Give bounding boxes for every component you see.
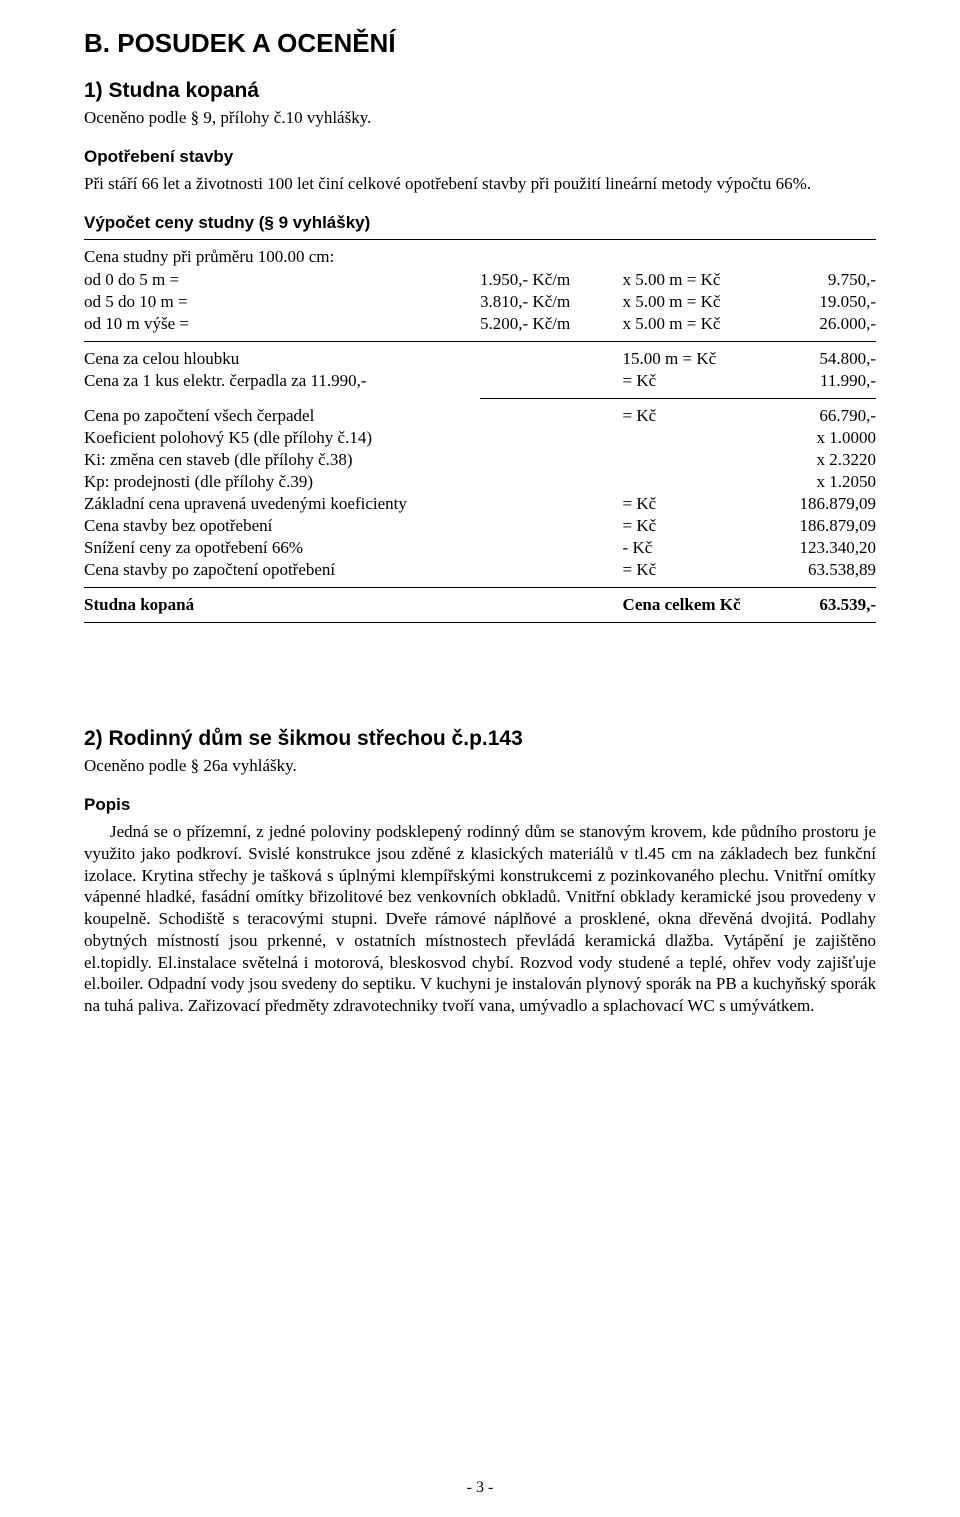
cell: od 5 do 10 m =	[84, 291, 480, 313]
cell: 26.000,-	[749, 313, 876, 335]
cell: Ki: změna cen staveb (dle přílohy č.38)	[84, 449, 480, 471]
cell: - Kč	[623, 537, 750, 559]
cell: 9.750,-	[749, 269, 876, 291]
table-row: Koeficient polohový K5 (dle přílohy č.14…	[84, 427, 876, 449]
cell	[480, 370, 623, 392]
table-row: od 10 m výše =5.200,- Kč/mx 5.00 m = Kč2…	[84, 313, 876, 335]
cell: x 5.00 m = Kč	[623, 313, 750, 335]
cell: 63.538,89	[749, 559, 876, 581]
cell	[480, 493, 623, 515]
item2-popis-text: Jedná se o přízemní, z jedné poloviny po…	[84, 821, 876, 1017]
cell: 186.879,09	[749, 515, 876, 537]
cell: 3.810,- Kč/m	[480, 291, 623, 313]
cell: 15.00 m = Kč	[623, 348, 750, 370]
cell: Cena po započtení všech čerpadel	[84, 405, 480, 427]
cell: Cena stavby po započtení opotřebení	[84, 559, 480, 581]
table-row: Snížení ceny za opotřebení 66% - Kč123.34…	[84, 537, 876, 559]
divider	[84, 622, 876, 623]
cell: x 5.00 m = Kč	[623, 291, 750, 313]
cell	[623, 427, 750, 449]
cell: x 5.00 m = Kč	[623, 269, 750, 291]
calc-table-a: od 0 do 5 m =1.950,- Kč/mx 5.00 m = Kč9.…	[84, 269, 876, 335]
table-row: Cena za celou hloubku 15.00 m = Kč54.800,…	[84, 348, 876, 370]
total-label: Studna kopaná	[84, 594, 480, 616]
table-row: od 5 do 10 m =3.810,- Kč/mx 5.00 m = Kč1…	[84, 291, 876, 313]
cell: od 0 do 5 m =	[84, 269, 480, 291]
cell: Základní cena upravená uvedenými koefici…	[84, 493, 480, 515]
divider	[84, 587, 876, 588]
cell	[480, 405, 623, 427]
cell: Koeficient polohový K5 (dle přílohy č.14…	[84, 427, 480, 449]
table-row: Základní cena upravená uvedenými koefici…	[84, 493, 876, 515]
divider	[84, 341, 876, 342]
cell: Cena za celou hloubku	[84, 348, 480, 370]
cell: od 10 m výše =	[84, 313, 480, 335]
table-row: Cena po započtení všech čerpadel = Kč66.7…	[84, 405, 876, 427]
cell: x 1.0000	[749, 427, 876, 449]
item1-price-line: Cena studny při průměru 100.00 cm:	[84, 246, 876, 268]
section-heading: B. POSUDEK A OCENĚNÍ	[84, 28, 876, 59]
cell: 186.879,09	[749, 493, 876, 515]
cell	[480, 471, 623, 493]
cell: 11.990,-	[749, 370, 876, 392]
calc-table-b: Cena za celou hloubku 15.00 m = Kč54.800,…	[84, 348, 876, 392]
cell	[480, 427, 623, 449]
cell: = Kč	[623, 370, 750, 392]
item2-title: 2) Rodinný dům se šikmou střechou č.p.14…	[84, 727, 876, 751]
cell	[480, 537, 623, 559]
item1-calc-heading: Výpočet ceny studny (§ 9 vyhlášky)	[84, 213, 876, 233]
divider	[84, 239, 876, 240]
cell: = Kč	[623, 559, 750, 581]
divider	[480, 398, 876, 399]
cell	[480, 348, 623, 370]
item1-wear-text: Při stáří 66 let a životnosti 100 let či…	[84, 173, 876, 195]
cell: = Kč	[623, 515, 750, 537]
total-mid: Cena celkem Kč	[623, 594, 750, 616]
cell: Kp: prodejnosti (dle přílohy č.39)	[84, 471, 480, 493]
cell: 5.200,- Kč/m	[480, 313, 623, 335]
cell	[480, 559, 623, 581]
table-row: Cena stavby po započtení opotřebení = Kč6…	[84, 559, 876, 581]
calc-total: Studna kopaná Cena celkem Kč 63.539,-	[84, 594, 876, 616]
cell: Snížení ceny za opotřebení 66%	[84, 537, 480, 559]
table-row: Studna kopaná Cena celkem Kč 63.539,-	[84, 594, 876, 616]
item2-valued-by: Oceněno podle § 26a vyhlášky.	[84, 755, 876, 777]
table-row: Cena stavby bez opotřebení = Kč186.879,09	[84, 515, 876, 537]
item1-title: 1) Studna kopaná	[84, 79, 876, 103]
table-row: Kp: prodejnosti (dle přílohy č.39) x 1.20…	[84, 471, 876, 493]
cell	[480, 515, 623, 537]
cell	[480, 449, 623, 471]
total-value: 63.539,-	[749, 594, 876, 616]
table-row: od 0 do 5 m =1.950,- Kč/mx 5.00 m = Kč9.…	[84, 269, 876, 291]
cell: x 2.3220	[749, 449, 876, 471]
table-row: Ki: změna cen staveb (dle přílohy č.38) x…	[84, 449, 876, 471]
cell: 54.800,-	[749, 348, 876, 370]
calc-table-c: Cena po započtení všech čerpadel= Kč66.7…	[84, 405, 876, 581]
item1-valued-by: Oceněno podle § 9, přílohy č.10 vyhlášky…	[84, 107, 876, 129]
cell	[623, 449, 750, 471]
cell: = Kč	[623, 493, 750, 515]
item2-popis-heading: Popis	[84, 795, 876, 815]
cell	[480, 594, 623, 616]
table-row: Cena za 1 kus elektr. čerpadla za 11.990…	[84, 370, 876, 392]
cell	[623, 471, 750, 493]
cell: 1.950,- Kč/m	[480, 269, 623, 291]
item1-wear-heading: Opotřebení stavby	[84, 147, 876, 167]
document-page: B. POSUDEK A OCENĚNÍ 1) Studna kopaná Oc…	[0, 0, 960, 1517]
cell: 19.050,-	[749, 291, 876, 313]
cell: 123.340,20	[749, 537, 876, 559]
cell: Cena za 1 kus elektr. čerpadla za 11.990…	[84, 370, 480, 392]
cell: 66.790,-	[749, 405, 876, 427]
cell: = Kč	[623, 405, 750, 427]
cell: Cena stavby bez opotřebení	[84, 515, 480, 537]
page-number: - 3 -	[0, 1479, 960, 1497]
cell: x 1.2050	[749, 471, 876, 493]
